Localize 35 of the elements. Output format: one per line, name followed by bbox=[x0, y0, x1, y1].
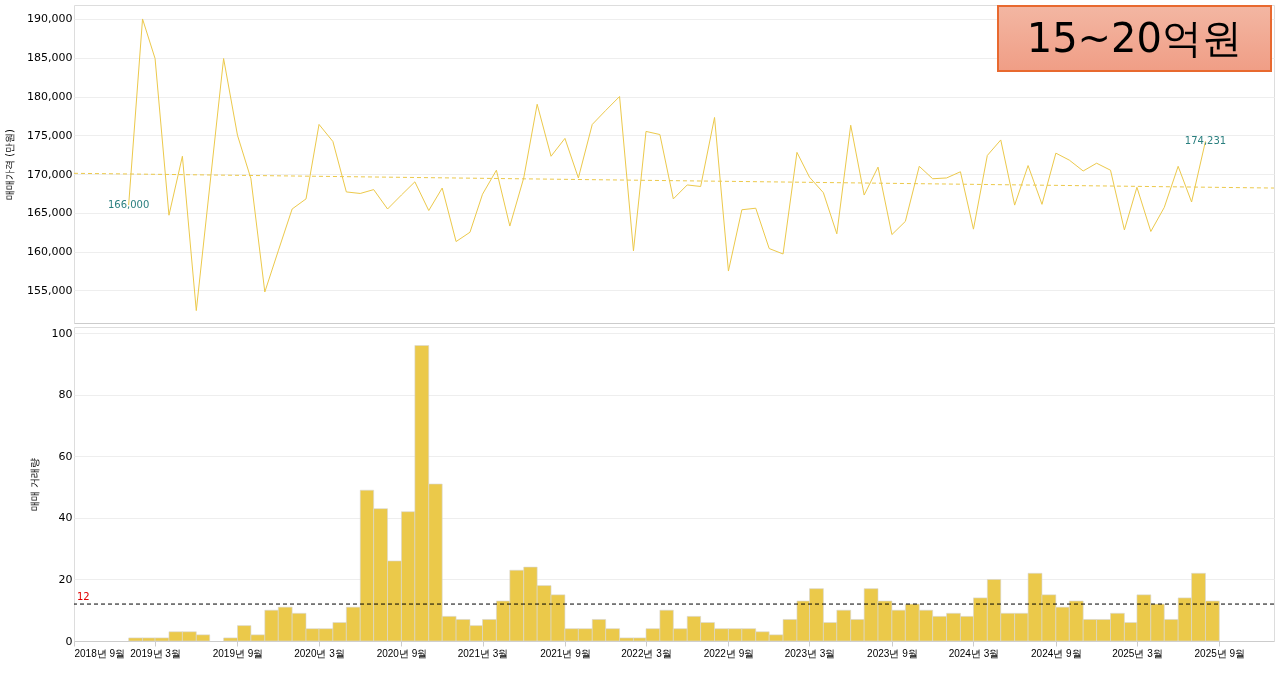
y-tick-label: 155,000 bbox=[27, 283, 73, 297]
x-tick-label: 2024년 3월 bbox=[948, 647, 1000, 659]
x-tick-label: 2022년 9월 bbox=[703, 647, 755, 659]
y-axis-title: 매매 거래량 bbox=[28, 457, 40, 512]
x-tick-label: 2018년 9월 bbox=[74, 647, 126, 659]
y-tick-label: 180,000 bbox=[27, 90, 73, 104]
y-tick-label: 80 bbox=[58, 388, 73, 402]
x-tick-label: 2024년 9월 bbox=[1031, 647, 1082, 659]
y-tick-label: 100 bbox=[51, 326, 73, 340]
ref-line-label: 12 bbox=[77, 591, 90, 603]
y-tick-label: 185,000 bbox=[27, 51, 73, 65]
y-tick-label: 170,000 bbox=[27, 167, 73, 181]
y-axis-title: 매매가격 (만원) bbox=[4, 128, 16, 200]
y-tick-label: 0 bbox=[65, 634, 73, 648]
x-tick-label: 2021년 9월 bbox=[540, 647, 591, 659]
x-tick-label: 2021년 3월 bbox=[457, 647, 509, 659]
chart-title: 15~20억원 bbox=[996, 5, 1272, 72]
x-tick-label: 2025년 9월 bbox=[1194, 647, 1246, 659]
y-tick-label: 60 bbox=[58, 449, 73, 463]
y-tick-label: 40 bbox=[58, 511, 73, 525]
data-label: 166,000 bbox=[107, 199, 150, 211]
y-tick-label: 190,000 bbox=[27, 12, 73, 26]
x-tick-label: 2020년 9월 bbox=[376, 647, 428, 659]
x-tick-label: 2023년 3월 bbox=[784, 647, 836, 659]
data-label: 174,231 bbox=[1184, 135, 1227, 147]
x-tick-label: 2025년 3월 bbox=[1112, 647, 1163, 659]
y-tick-label: 165,000 bbox=[27, 206, 73, 220]
x-tick-label: 2019년 9월 bbox=[212, 647, 264, 659]
y-tick-label: 160,000 bbox=[27, 245, 73, 259]
x-tick-label: 2023년 9월 bbox=[867, 647, 918, 659]
x-tick-label: 2020년 3월 bbox=[294, 647, 345, 659]
y-tick-label: 175,000 bbox=[27, 128, 73, 142]
y-tick-label: 20 bbox=[58, 572, 73, 586]
x-tick-label: 2019년 3월 bbox=[130, 647, 181, 659]
x-tick-label: 2022년 3월 bbox=[621, 647, 672, 659]
